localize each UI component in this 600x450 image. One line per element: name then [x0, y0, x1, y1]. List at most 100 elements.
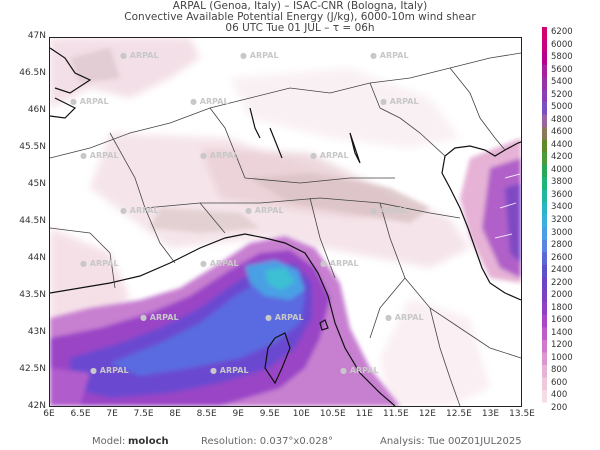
analysis-text: Analysis: Tue 00Z01JUL2025 [380, 436, 522, 447]
colorbar-swatch [542, 27, 547, 41]
colorbar-swatch [542, 252, 547, 266]
lon-label: 9E [232, 409, 244, 419]
colorbar-swatch [542, 227, 547, 241]
svg-text:● ARPAL: ● ARPAL [370, 51, 409, 60]
lon-label: 7.5E [133, 409, 154, 419]
colorbar-label: 3600 [551, 189, 573, 200]
cape-sea-field [50, 138, 521, 406]
lat-label: 43N [27, 327, 46, 337]
title-line-1: ARPAL (Genoa, Italy) – ISAC-CNR (Bologna… [172, 0, 428, 12]
lon-label: 13.5E [509, 409, 535, 419]
svg-text:● ARPAL: ● ARPAL [340, 366, 379, 375]
borders [50, 52, 521, 406]
colorbar-swatch [542, 114, 547, 128]
colorbar-label: 800 [551, 365, 568, 376]
svg-text:● ARPAL: ● ARPAL [320, 259, 359, 268]
svg-text:● ARPAL: ● ARPAL [310, 151, 349, 160]
colorbar-swatch [542, 214, 547, 228]
colorbar-swatch [542, 302, 547, 316]
colorbar-swatch [542, 239, 547, 253]
svg-text:● ARPAL: ● ARPAL [70, 97, 109, 106]
svg-text:● ARPAL: ● ARPAL [120, 206, 159, 215]
svg-text:● ARPAL: ● ARPAL [120, 51, 159, 60]
colorbar-swatch [542, 39, 547, 53]
colorbar-label: 3000 [551, 227, 573, 238]
lon-label: 10E [292, 409, 310, 419]
colorbar-swatch [542, 277, 547, 291]
colorbar-label: 1200 [551, 340, 573, 351]
colorbar-swatch [542, 364, 547, 378]
colorbar-label: 6200 [551, 27, 573, 38]
colorbar-swatch [542, 89, 547, 103]
colorbar-label: 3200 [551, 215, 573, 225]
svg-text:● ARPAL: ● ARPAL [265, 313, 304, 322]
lon-label: 8.5E [196, 409, 217, 419]
colorbar-label: 2600 [551, 252, 573, 263]
svg-text:● ARPAL: ● ARPAL [370, 206, 409, 215]
colorbar-label: 5800 [551, 52, 573, 63]
colorbar-label: 5200 [551, 89, 573, 100]
lat-label: 44.5N [19, 216, 46, 226]
svg-text:● ARPAL: ● ARPAL [380, 97, 419, 106]
colorbar-swatch [542, 202, 547, 216]
lon-label: 6.5E [70, 409, 91, 419]
lon-label: 11.5E [382, 409, 409, 419]
colorbar-label: 1800 [551, 302, 573, 313]
colorbar-label: 2400 [551, 265, 573, 276]
lat-label: 47N [27, 31, 46, 41]
lon-label: 8E [169, 409, 181, 419]
lat-label: 42.5N [19, 364, 46, 374]
colorbar-swatch [542, 389, 547, 403]
model-value: moloch [128, 436, 169, 447]
lat-label: 46.5N [19, 68, 46, 78]
colorbar-label: 5400 [551, 77, 573, 88]
colorbar-label: 2000 [551, 290, 573, 301]
svg-text:● ARPAL: ● ARPAL [200, 151, 239, 160]
colorbar-swatch [542, 339, 547, 353]
colorbar-swatch [542, 264, 547, 278]
svg-text:● ARPAL: ● ARPAL [245, 206, 284, 215]
cape-map[interactable]: ● ARPAL ● ARPAL ● ARPAL ● ARPAL ● ARPAL ● AR… [49, 37, 522, 407]
svg-text:● ARPAL: ● ARPAL [385, 313, 424, 322]
lon-label: 10.5E [319, 409, 346, 419]
map-canvas: ● ARPAL ● ARPAL ● ARPAL ● ARPAL ● ARPAL ● AR… [50, 38, 521, 406]
svg-text:● ARPAL: ● ARPAL [90, 366, 129, 375]
colorbar-swatch [542, 77, 547, 91]
resolution-text: Resolution: 0.037°x0.028° [201, 436, 333, 447]
svg-text:● ARPAL: ● ARPAL [200, 259, 239, 268]
title-line-2: Convective Available Potential Energy (J… [124, 11, 476, 23]
colorbar-swatch [542, 177, 547, 191]
svg-text:● ARPAL: ● ARPAL [80, 259, 119, 268]
lon-label: 6E [43, 409, 55, 419]
colorbar-swatch [542, 402, 547, 415]
colorbar-label: 4600 [551, 127, 573, 138]
wind-shear-vectors [494, 173, 521, 239]
lat-label: 46N [27, 105, 46, 115]
svg-text:● ARPAL: ● ARPAL [190, 97, 229, 106]
colorbar-label: 400 [551, 390, 568, 401]
colorbar-swatch [542, 314, 547, 328]
lon-label: 11E [355, 409, 373, 419]
colorbar-label: 4200 [551, 152, 573, 163]
lon-label: 13E [481, 409, 500, 419]
colorbar-swatch [542, 152, 547, 166]
colorbar-label: 4800 [551, 114, 573, 125]
colorbar-swatch [542, 164, 547, 178]
colorbar-label: 1600 [551, 315, 573, 326]
colorbar-swatch [542, 189, 547, 203]
lat-label: 45.5N [19, 142, 46, 152]
colorbar-swatch [542, 102, 547, 116]
colorbar-label: 4400 [551, 139, 573, 150]
lon-label: 12E [418, 409, 436, 419]
colorbar-label: 200 [551, 402, 568, 413]
lat-label: 43.5N [19, 290, 46, 300]
watermark-grid: ● ARPAL ● ARPAL ● ARPAL ● ARPAL ● ARPAL ● AR… [70, 51, 424, 375]
coastlines [50, 47, 521, 406]
lat-label: 42N [27, 401, 46, 411]
colorbar-swatch [542, 352, 547, 366]
lon-label: 7E [106, 409, 118, 419]
colorbar-label: 600 [551, 377, 568, 388]
lat-label: 45N [27, 179, 46, 189]
colorbar-swatch [542, 64, 547, 78]
colorbar [542, 27, 547, 415]
